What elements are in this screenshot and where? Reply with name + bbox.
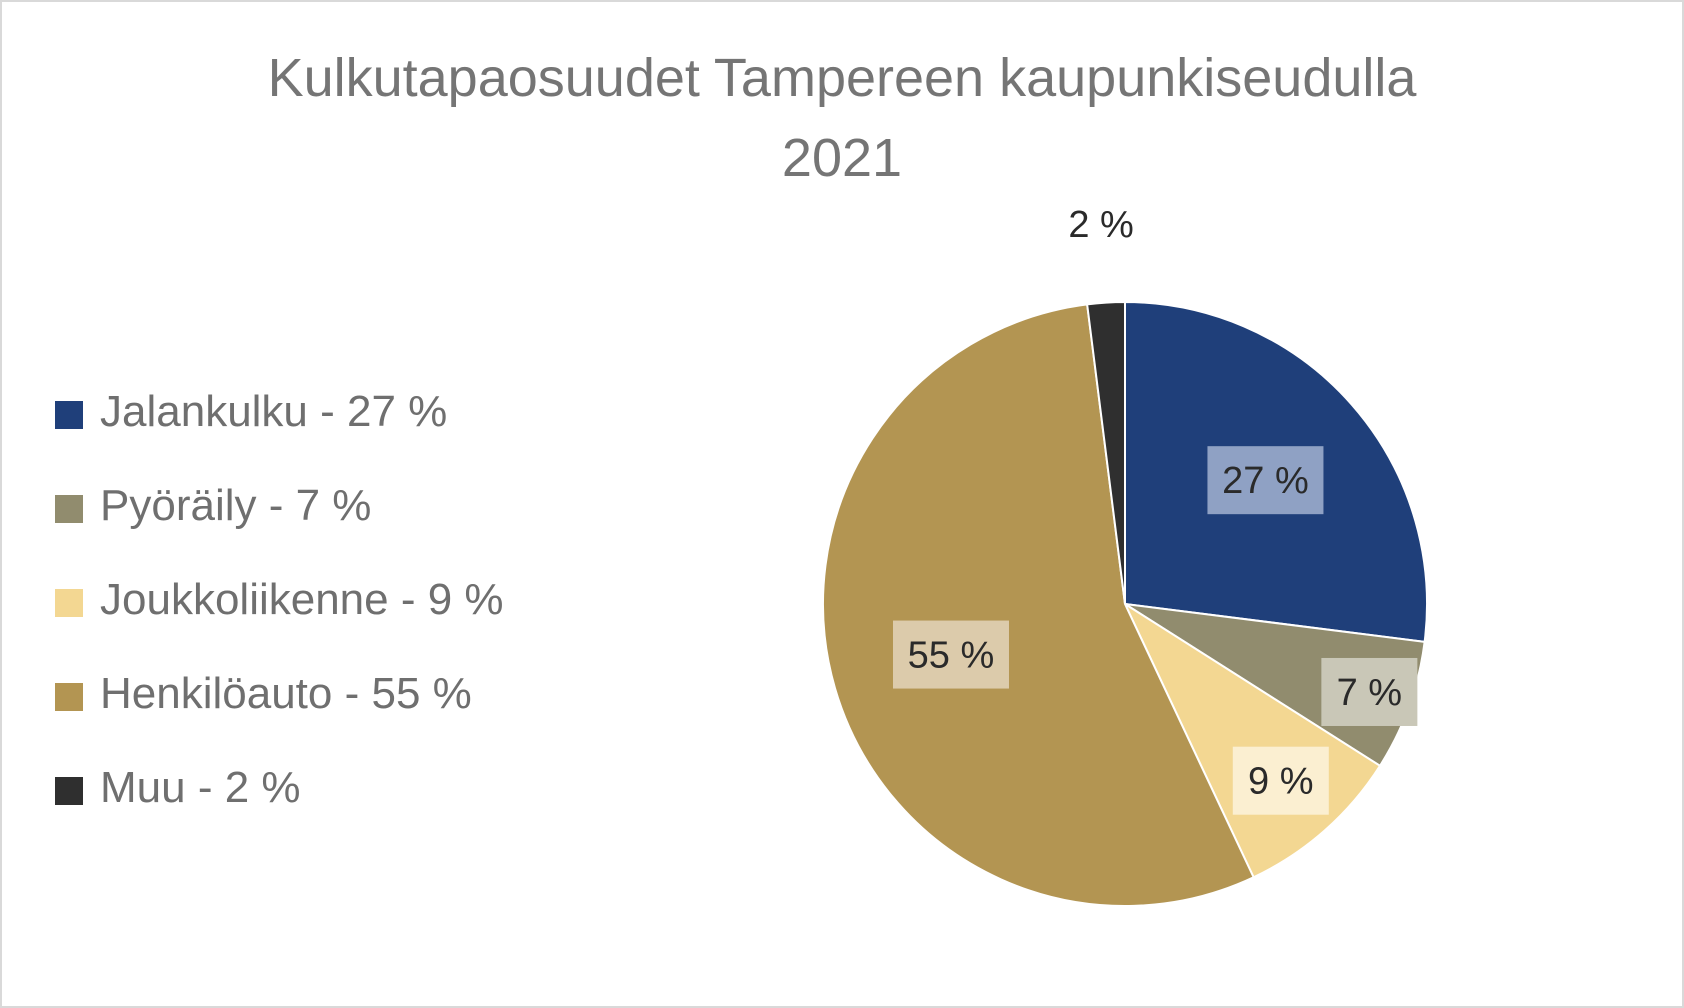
data-label: 2 % [1068,204,1133,246]
data-label: 9 % [1232,746,1329,815]
data-label-text: 27 % [1222,460,1309,502]
chart-title: Kulkutapaosuudet Tampereen kaupunkiseudu… [0,38,1684,198]
pie-data-labels: 27 % 7 % 9 % 55 % 2 % [892,204,1418,815]
data-label-text: 9 % [1248,761,1313,803]
data-label-box [1232,746,1329,815]
legend-label: Pyöräily - 7 % [100,481,372,530]
data-label-box [892,620,1009,689]
pie-slice [1086,300,1126,605]
data-label: 27 % [1207,446,1324,515]
data-label-box [1321,657,1418,726]
legend-label: Joukkoliikenne - 9 % [100,575,504,624]
data-label: 7 % [1321,657,1418,726]
legend-swatch [55,589,83,617]
data-label-box [1207,446,1324,515]
legend-swatch [55,683,83,711]
data-label-text: 2 % [1068,204,1133,246]
data-label-text: 55 % [908,635,995,677]
chart-title-line-2: 2021 [781,128,903,188]
data-label: 55 % [892,620,1009,689]
legend-swatch [55,495,83,523]
data-label-text: 7 % [1337,672,1402,714]
legend-swatch [55,401,83,429]
pie-slice [822,303,1255,907]
legend-label: Henkilöauto - 55 % [100,669,472,718]
pie-slices [822,300,1428,907]
legend-swatch [55,777,83,805]
legend-label: Jalankulku - 27 % [100,387,448,436]
legend-label: Muu - 2 % [100,763,301,812]
chart-title-line-1: Kulkutapaosuudet Tampereen kaupunkiseudu… [267,48,1417,108]
